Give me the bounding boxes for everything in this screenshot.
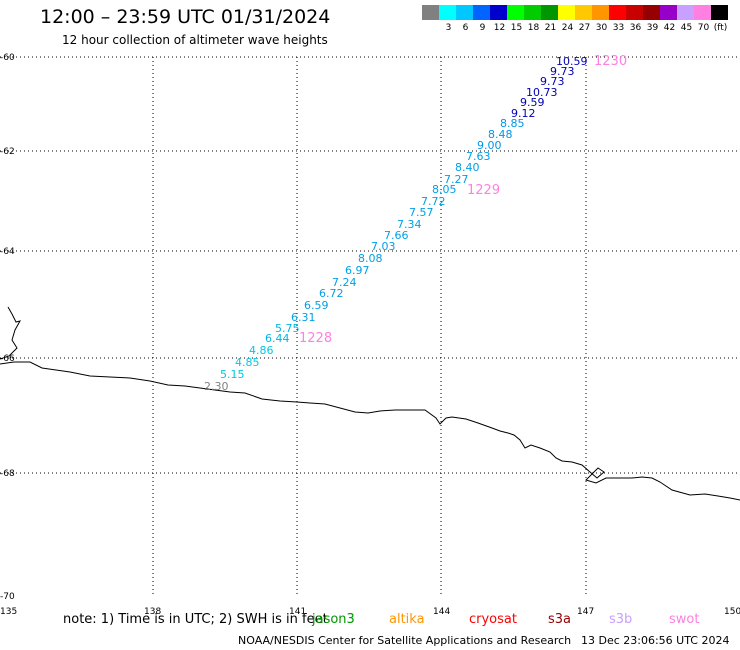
wave-height-label: 7.03	[371, 240, 396, 253]
wave-height-labels: 10.599.739.7310.739.599.128.858.489.007.…	[204, 55, 588, 393]
legend-swatch	[643, 5, 660, 20]
longitude-tick-label: 141	[289, 607, 306, 617]
wave-height-label: 7.27	[444, 173, 469, 186]
legend-swatch	[422, 5, 439, 20]
legend-label: 24	[561, 23, 574, 33]
legend-swatch	[524, 5, 541, 20]
wave-height-label: 9.73	[540, 75, 565, 88]
wave-height-label: 4.86	[249, 344, 274, 357]
legend-swatch	[711, 5, 728, 20]
wave-height-label: 8.08	[358, 252, 383, 265]
antarctic-coastline	[0, 306, 740, 501]
pass-time-label: 1229	[467, 183, 500, 198]
wave-height-label: 7.24	[332, 276, 357, 289]
generated-timestamp: 13 Dec 23:06:56 UTC 2024	[581, 634, 730, 647]
wave-height-label: 7.72	[421, 195, 446, 208]
wave-height-label: 6.72	[319, 287, 344, 300]
legend-label: (ft)	[713, 23, 728, 33]
wave-height-label: 10.73	[526, 86, 558, 99]
wave-height-label: 8.05	[432, 183, 457, 196]
legend-swatch	[660, 5, 677, 20]
wave-height-label: 7.57	[409, 206, 434, 219]
satellite-legend-item: cryosat	[469, 612, 517, 627]
pass-time-label: 1230	[594, 54, 627, 69]
longitude-tick-label: 138	[144, 607, 161, 617]
graticule	[0, 56, 740, 596]
legend-swatch	[456, 5, 473, 20]
legend-swatch	[558, 5, 575, 20]
axis-tick-labels: 135 138 141 144 147 150 -60 -62 -64 -66 -68 -70	[0, 53, 740, 617]
legend-swatch	[592, 5, 609, 20]
credit-line: NOAA/NESDIS Center for Satellite Applica…	[238, 634, 572, 647]
legend-label: 9	[479, 23, 486, 33]
legend-swatch	[490, 5, 507, 20]
legend-label: 12	[493, 23, 506, 33]
legend-label: 6	[462, 23, 469, 33]
legend-label: 30	[595, 23, 608, 33]
latitude-tick-label: -70	[0, 592, 15, 602]
wave-height-label: 5.75	[275, 322, 300, 335]
wave-height-label: 7.63	[466, 150, 491, 163]
wave-height-label: 10.59	[556, 55, 588, 68]
satellite-legend-item: s3b	[609, 612, 633, 627]
wave-height-label: 4.85	[235, 356, 260, 369]
wave-height-label: 9.00	[477, 139, 502, 152]
satellite-legend-item: jason3	[312, 612, 355, 627]
legend-label: 33	[612, 23, 625, 33]
longitude-tick-label: 147	[577, 607, 594, 617]
wave-height-label: 7.34	[397, 218, 422, 231]
wave-height-label: 5.15	[220, 368, 245, 381]
latitude-tick-label: -68	[0, 469, 15, 479]
satellite-legend-item: s3a	[548, 612, 572, 627]
latitude-tick-label: -62	[0, 147, 15, 157]
wave-height-label: 2.30	[204, 380, 229, 393]
longitude-tick-label: 144	[433, 607, 450, 617]
legend-swatch	[609, 5, 626, 20]
pass-time-labels: 1230 1229 1228	[299, 54, 627, 346]
legend-swatch	[507, 5, 524, 20]
legend-swatch	[694, 5, 711, 20]
legend-label: 27	[578, 23, 591, 33]
wave-height-label: 8.40	[455, 161, 480, 174]
wave-height-label: 8.48	[488, 128, 513, 141]
wave-height-label: 7.66	[384, 229, 409, 242]
satellite-legend-item: altika	[389, 612, 425, 627]
legend-label: 15	[510, 23, 523, 33]
wave-height-label: 6.97	[345, 264, 370, 277]
legend-swatch	[541, 5, 558, 20]
legend-swatch	[575, 5, 592, 20]
wave-height-label: 9.73	[550, 65, 575, 78]
legend-label: 39	[646, 23, 659, 33]
map-subtitle: 12 hour collection of altimeter wave hei…	[62, 33, 328, 47]
legend-swatch	[677, 5, 694, 20]
legend-label: 3	[445, 23, 452, 33]
longitude-tick-label: 135	[0, 607, 17, 617]
map-title: 12:00 – 23:59 UTC 01/31/2024	[40, 6, 331, 28]
latitude-tick-label: -60	[0, 53, 15, 63]
wave-height-label: 9.59	[520, 96, 545, 109]
legend-swatch	[626, 5, 643, 20]
wave-height-label: 6.59	[304, 299, 329, 312]
wave-height-label: 8.85	[500, 117, 525, 130]
footer-note: note: 1) Time is in UTC; 2) SWH is in fe…	[63, 612, 328, 627]
satellite-legend-item: swot	[669, 612, 700, 627]
longitude-tick-label: 150	[724, 607, 740, 617]
legend-label: 21	[544, 23, 557, 33]
wave-height-label: 9.12	[511, 107, 536, 120]
legend-label: 18	[527, 23, 540, 33]
latitude-tick-label: -64	[0, 247, 15, 257]
legend-swatch	[473, 5, 490, 20]
wave-height-label: 6.31	[291, 311, 316, 324]
pass-time-label: 1228	[299, 331, 332, 346]
legend-label: 36	[629, 23, 642, 33]
legend-label: 45	[680, 23, 693, 33]
legend-label: 70	[697, 23, 710, 33]
latitude-tick-label: -66	[0, 354, 15, 364]
wave-height-label: 6.44	[265, 332, 290, 345]
legend-label: 42	[663, 23, 676, 33]
legend-swatch	[439, 5, 456, 20]
